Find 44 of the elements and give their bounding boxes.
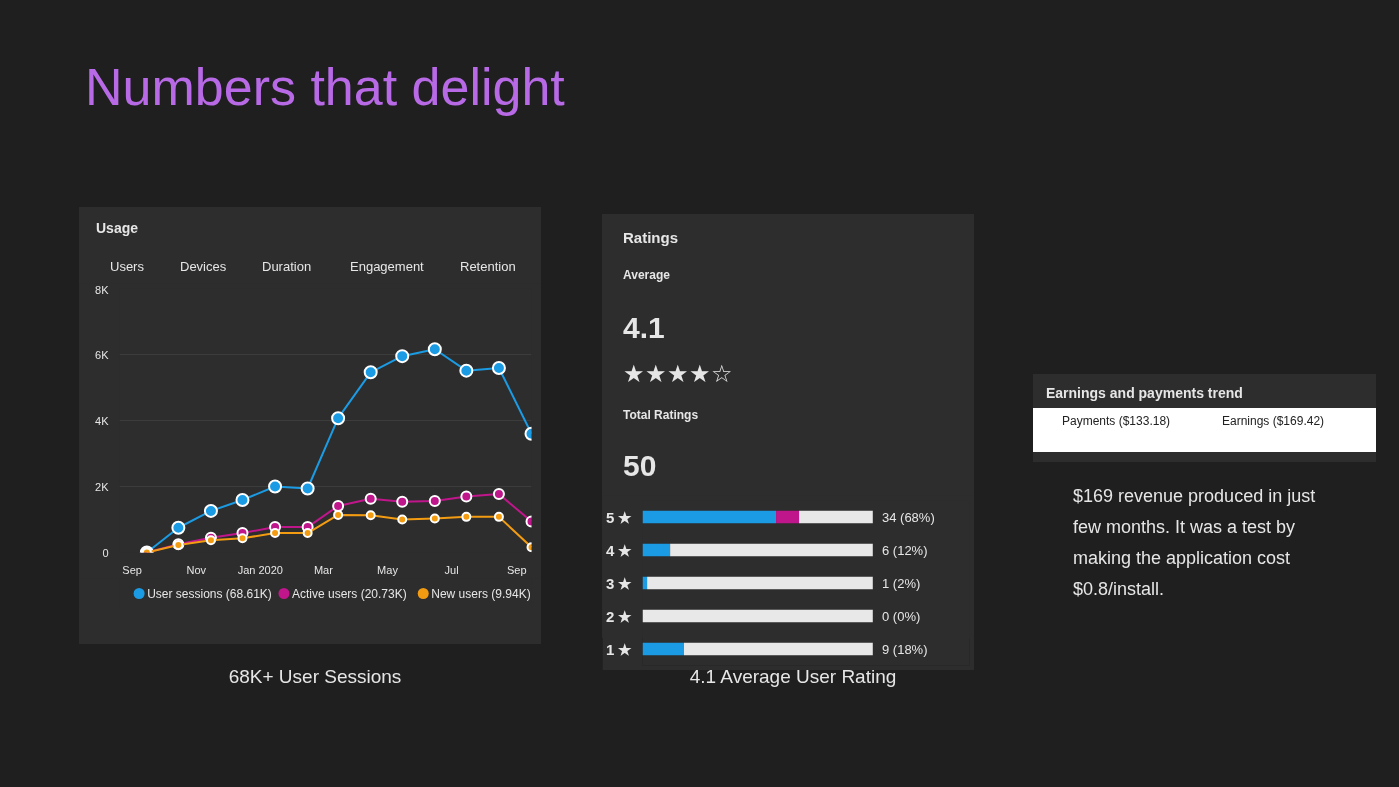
text: Numbers that delight	[85, 57, 565, 118]
y-tick-label: 6K	[95, 348, 110, 361]
total-label: 6 (12%)	[881, 542, 928, 558]
y-tick-label: 5 ★	[605, 508, 633, 526]
text: Devices	[180, 258, 227, 276]
total-label: 9 (18%)	[881, 641, 928, 657]
x-tick-label: Sep	[507, 563, 527, 576]
y-tick-label: 4K	[95, 414, 110, 427]
chart-title: Usage	[96, 219, 139, 238]
legend-label: New users (9.94K)	[431, 586, 531, 601]
y-tick-label: 1 ★	[605, 640, 633, 658]
legend-label: Active users (20.73K)	[291, 586, 407, 601]
text: ★★★★☆	[623, 359, 733, 389]
y-tick-label: 8K	[95, 283, 110, 296]
text: Earnings ($169.42)	[1222, 413, 1325, 430]
text: 4.1	[623, 310, 665, 346]
y-tick-label: 0	[102, 546, 109, 559]
total-label: 1 (2%)	[881, 575, 921, 591]
text: Average	[623, 267, 670, 284]
text: Payments ($133.18)	[1062, 413, 1171, 430]
y-tick-label: 2 ★	[605, 607, 633, 625]
y-tick-label: 4 ★	[605, 541, 633, 559]
text: Users	[110, 258, 144, 276]
total-label: 34 (68%)	[881, 509, 935, 525]
text: Retention	[460, 258, 516, 276]
text: Engagement	[350, 258, 424, 276]
text: $169 revenue produced in just few months. It was a test by making the application cost $0.8/install.	[1073, 485, 1317, 601]
chart-title: Ratings	[623, 228, 679, 248]
x-tick-label: Mar	[313, 563, 334, 576]
x-tick-label: May	[377, 563, 399, 576]
legend-label: User sessions (68.61K)	[147, 586, 272, 601]
text: 68K+ User Sessions	[228, 665, 402, 689]
x-tick-label: Sep	[122, 563, 142, 576]
text: Total Ratings	[623, 407, 699, 424]
x-tick-label: Jul	[444, 563, 459, 576]
x-tick-label: Nov	[186, 563, 207, 576]
text: Duration	[262, 258, 312, 276]
total-label: 0 (0%)	[881, 608, 921, 624]
y-tick-label: 3 ★	[605, 574, 633, 592]
x-tick-label: Jan 2020	[237, 563, 283, 576]
y-tick-label: 2K	[95, 480, 110, 493]
text: 50	[623, 448, 657, 484]
text: Earnings and payments trend	[1046, 384, 1243, 403]
text: 4.1 Average User Rating	[689, 665, 897, 689]
